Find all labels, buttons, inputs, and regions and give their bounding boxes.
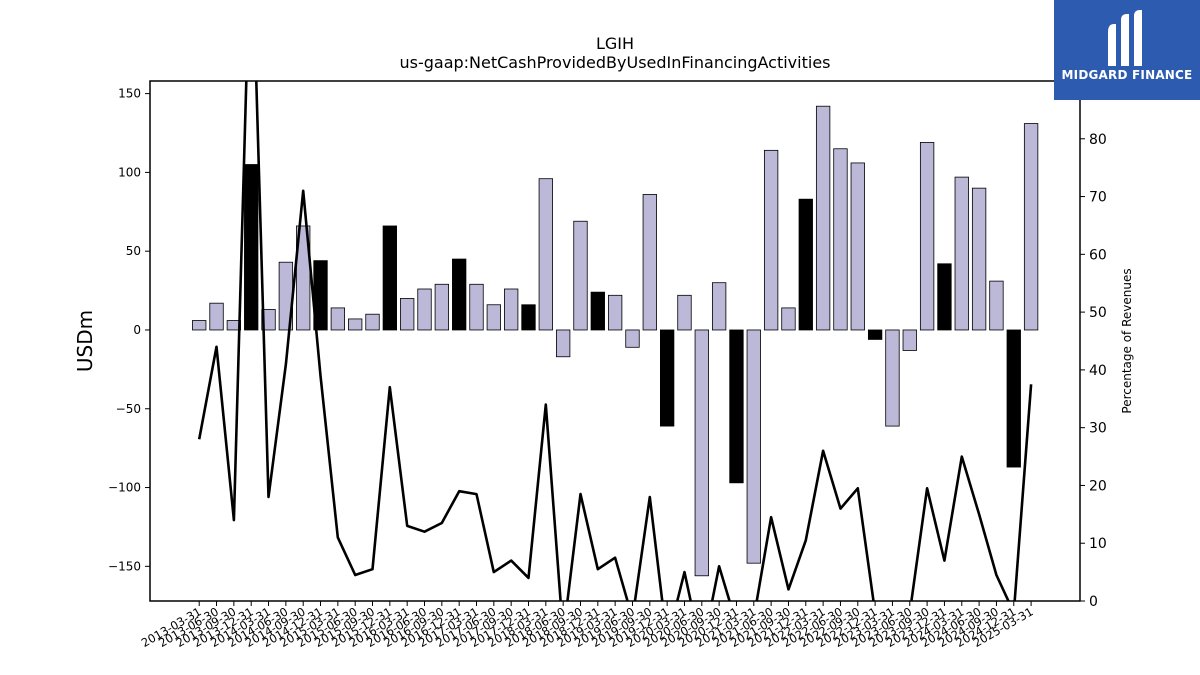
bar-2024-03-31 (954, 176, 969, 331)
bar-2016-03-31 (400, 298, 415, 331)
bar-2013-12-31 (244, 164, 259, 331)
bar-2016-12-31 (452, 258, 467, 331)
y2-tick-label: 80 (1089, 132, 1107, 148)
bar-2021-09-30 (781, 307, 796, 331)
y-axis-left: −150 −100 −50 0 50 100 150 (108, 87, 150, 573)
y-tick-label: −150 (108, 559, 141, 573)
chart-subtitle: us-gaap:NetCashProvidedByUsedInFinancing… (399, 53, 830, 72)
bar-2020-03-31 (677, 294, 692, 331)
bar-2015-09-30 (365, 313, 380, 331)
percentage-of-revenues-line (197, 81, 1033, 601)
line-series (197, 81, 1033, 601)
bar-series (192, 105, 1039, 577)
midgard-finance-logo: MIDGARD FINANCE (1054, 0, 1200, 100)
bar-2020-06-30 (694, 329, 709, 577)
bar-2023-09-30 (919, 142, 935, 331)
bar-2024-06-30 (971, 187, 987, 331)
bar-2025-03-31 (1023, 123, 1039, 331)
y-tick-label: 100 (118, 165, 141, 179)
bar-2017-03-31 (469, 283, 484, 331)
bar-2023-03-31 (885, 329, 900, 427)
y2-tick-label: 70 (1089, 190, 1107, 206)
bar-2021-06-30 (763, 149, 779, 331)
y2-axis-label: Percentage of Revenues (1120, 268, 1134, 413)
midgard-m-logo-icon (1108, 10, 1142, 66)
y-tick-label: −50 (116, 402, 141, 416)
y2-tick-label: 0 (1089, 594, 1098, 610)
bar-2016-06-30 (417, 288, 432, 331)
bar-2018-06-30 (556, 329, 571, 358)
y2-tick-label: 10 (1089, 536, 1107, 552)
bar-2019-12-31 (659, 329, 675, 427)
bar-2024-09-30 (989, 280, 1004, 331)
bar-2022-09-30 (850, 162, 865, 331)
bar-2023-06-30 (902, 329, 917, 351)
bar-2018-12-31 (590, 291, 605, 331)
bar-2014-03-31 (261, 309, 276, 331)
bar-2021-12-31 (798, 198, 813, 331)
y-tick-label: 50 (126, 244, 141, 258)
chart-title: LGIH (596, 34, 634, 53)
bar-2018-03-31 (538, 178, 553, 331)
bar-2015-06-30 (348, 318, 363, 331)
y-tick-label: −100 (108, 481, 141, 495)
bar-2024-12-31 (1006, 329, 1021, 468)
bar-2017-06-30 (486, 304, 501, 331)
bar-2013-06-30 (209, 302, 224, 331)
y2-tick-label: 60 (1089, 247, 1107, 263)
bar-2017-09-30 (504, 288, 519, 331)
bar-2020-12-31 (729, 329, 744, 484)
bar-2023-12-31 (937, 263, 952, 331)
logo-text: MIDGARD FINANCE (1061, 68, 1193, 82)
y-tick-label: 0 (133, 323, 141, 337)
bar-2014-09-30 (296, 225, 311, 331)
x-axis: 2013-03-312013-06-302013-09-302013-12-31… (139, 601, 1036, 650)
bar-2022-06-30 (833, 148, 848, 331)
bar-2016-09-30 (434, 283, 449, 331)
bar-2019-03-31 (608, 294, 623, 331)
bar-2015-12-31 (382, 225, 397, 331)
bar-2017-12-31 (521, 304, 536, 331)
bar-2018-09-30 (573, 220, 588, 331)
y2-tick-label: 20 (1089, 478, 1107, 494)
bar-2020-09-30 (711, 282, 727, 331)
bar-2021-03-31 (746, 329, 761, 564)
bar-2019-09-30 (642, 194, 657, 331)
y2-tick-label: 40 (1089, 363, 1107, 379)
bar-2019-06-30 (625, 329, 640, 348)
bar-2022-03-31 (815, 105, 831, 331)
bar-2022-12-31 (867, 329, 883, 340)
bar-2013-03-31 (192, 320, 207, 331)
y-axis-label: USDm (73, 310, 97, 372)
y-axis-right: 0 10 20 30 40 50 60 70 80 (1080, 132, 1107, 610)
bar-2015-03-31 (330, 307, 346, 331)
y2-tick-label: 30 (1089, 421, 1107, 437)
y2-tick-label: 50 (1089, 305, 1107, 321)
y-tick-label: 150 (118, 87, 141, 101)
